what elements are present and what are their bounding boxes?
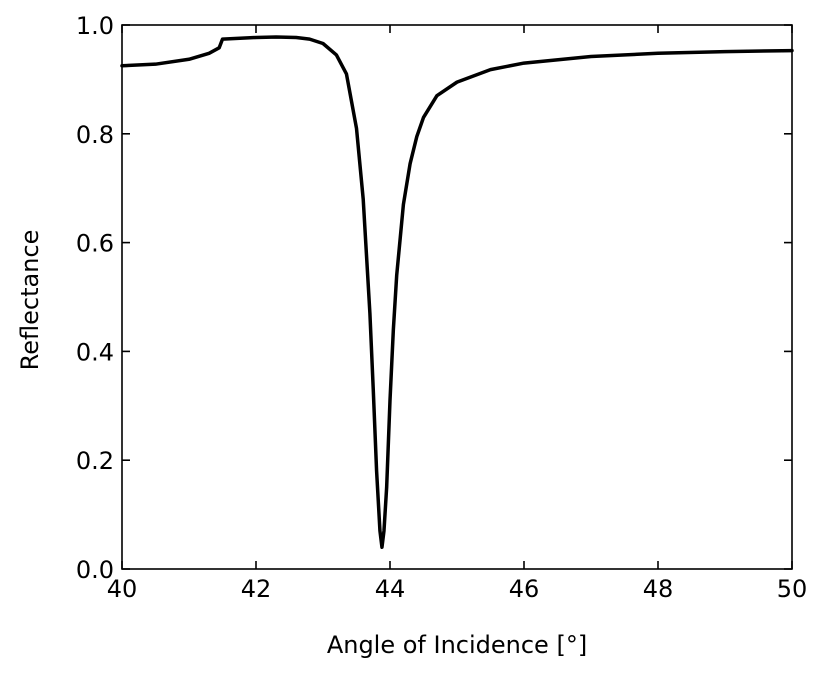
x-tick-label: 42 [241,575,272,603]
y-tick-label: 0.8 [76,121,114,149]
reflectance-curve [120,35,794,549]
y-axis-ticks: 0.0 0.2 0.4 0.6 0.8 1.0 [76,12,792,584]
y-tick-label: 1.0 [76,12,114,40]
plot-frame [121,24,793,570]
y-tick-label: 0.4 [76,338,114,366]
x-axis-title: Angle of Incidence [°] [327,631,587,659]
y-axis-title: Reflectance [16,230,44,371]
x-tick-label: 44 [375,575,406,603]
x-axis-ticks: 40 42 44 46 48 50 [107,25,808,603]
y-tick-label: 0.2 [76,447,114,475]
x-tick-label: 48 [643,575,674,603]
x-tick-label: 50 [777,575,808,603]
y-tick-label: 0.6 [76,230,114,258]
x-tick-label: 40 [107,575,138,603]
x-tick-label: 46 [509,575,540,603]
y-tick-label: 0.0 [76,556,114,584]
